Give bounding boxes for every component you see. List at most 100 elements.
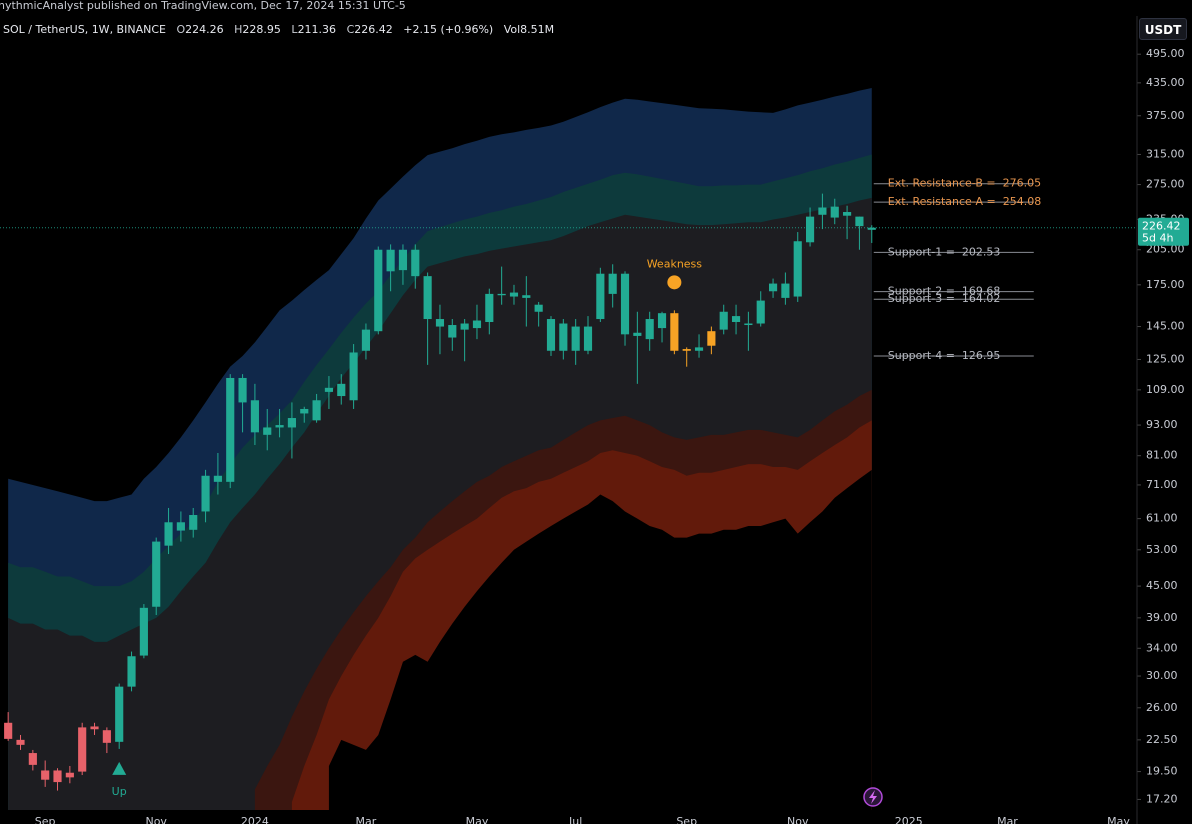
candle-body <box>300 408 309 414</box>
level-name: Support-2 = <box>888 285 955 298</box>
candle-body <box>250 400 259 433</box>
candle-body <box>781 283 790 298</box>
level-name: Ext. Resistance-B = <box>888 177 996 190</box>
signal-triangle <box>112 761 127 775</box>
candle-body <box>843 212 852 216</box>
y-tick-label: 275.00 <box>1146 178 1185 191</box>
candle-body <box>275 425 284 428</box>
candle-body <box>28 753 37 765</box>
y-tick-label: 34.00 <box>1146 641 1178 654</box>
level-name: Support-3 = <box>888 292 955 305</box>
signal-label: Weakness <box>647 257 703 270</box>
y-tick-label: 19.50 <box>1146 765 1178 778</box>
signal-label: Up <box>112 785 127 798</box>
bands-layer <box>8 88 872 810</box>
y-tick-label: 495.00 <box>1146 47 1185 60</box>
candle-body <box>423 276 432 320</box>
candle-body <box>485 293 494 323</box>
y-tick-label: 71.00 <box>1146 478 1178 491</box>
level-label: Ext. Resistance-B = 276.05 <box>888 177 1041 190</box>
level-label: Support-1 = 202.53 <box>888 245 1001 258</box>
y-tick-label: 26.00 <box>1146 701 1178 714</box>
icon <box>863 787 883 807</box>
level-name: Support-1 = <box>888 245 955 258</box>
y-tick-label: 109.00 <box>1146 383 1185 396</box>
price-tag <box>1138 217 1189 246</box>
y-tick-label: 22.50 <box>1146 733 1178 746</box>
y-tick-label: 315.00 <box>1146 147 1185 160</box>
candle-body <box>731 316 741 323</box>
candle-body <box>608 273 617 294</box>
candle-body <box>756 300 765 324</box>
candle-body <box>287 418 296 428</box>
candles-layer <box>4 193 876 791</box>
candle-body <box>53 770 62 783</box>
candle-body <box>768 283 778 292</box>
y-tick-label: 375.00 <box>1146 109 1185 122</box>
candle-body <box>694 347 704 351</box>
x-tick-label: Jul <box>568 815 582 824</box>
candle-body <box>855 216 864 227</box>
y-tick-label: 125.00 <box>1146 352 1185 365</box>
band-area <box>328 469 872 810</box>
x-tick-label: Mar <box>356 815 377 824</box>
candle-body <box>867 227 876 230</box>
candle-body <box>152 541 161 607</box>
x-tick-label: Nov <box>787 815 809 824</box>
candle-body <box>645 319 654 340</box>
candle-body <box>189 515 198 530</box>
candle-body <box>596 273 605 320</box>
candle-body <box>312 400 321 421</box>
overlay-layer: 495.00435.00375.00315.00275.00235.00205.… <box>0 47 1189 824</box>
candle-body <box>805 216 815 243</box>
y-tick-label: 39.00 <box>1146 611 1178 624</box>
candle-body <box>534 304 543 312</box>
candle-body <box>201 475 210 512</box>
ohlc-value: 228.95 <box>242 23 281 36</box>
candle-body <box>349 352 358 401</box>
unit-button[interactable]: USDT <box>1139 18 1187 40</box>
y-tick-label: 17.20 <box>1146 792 1178 805</box>
y-tick-label: 61.00 <box>1146 512 1178 525</box>
candle-body <box>16 739 25 745</box>
ohlc-value: 211.36 <box>297 23 337 36</box>
candle-body <box>127 656 136 687</box>
candle-body <box>238 377 247 403</box>
y-tick-label: 205.00 <box>1146 243 1185 256</box>
ohlc-letter: O <box>176 23 186 36</box>
level-label: Support-4 = 126.95 <box>888 349 1001 362</box>
candle-body <box>374 249 383 332</box>
symbol: SOL / TetherUS, 1W, BINANCE <box>3 23 166 36</box>
ohlc-value: 224.26 <box>185 23 224 36</box>
candle-body <box>472 320 482 329</box>
volume: Vol8.51M <box>503 23 555 36</box>
candle-body <box>670 313 679 351</box>
candle-body <box>633 332 642 336</box>
candle-body <box>386 249 395 272</box>
candle-body <box>4 722 13 739</box>
level-value: 126.95 <box>962 349 1001 362</box>
candle-body <box>398 249 408 271</box>
candle-body <box>818 207 827 215</box>
candle-body <box>522 295 531 298</box>
candle-body <box>571 326 580 351</box>
level-value: 169.68 <box>962 285 1001 298</box>
x-tick-label: May <box>466 815 489 824</box>
level-label: Ext. Resistance-A = 254.08 <box>888 195 1042 208</box>
candle-body <box>448 325 457 338</box>
candle-body <box>559 323 568 351</box>
level-name: Support-4 = <box>888 349 955 362</box>
y-tick-label: 435.00 <box>1146 76 1185 89</box>
candle-body <box>546 319 556 351</box>
candle-body <box>435 319 445 327</box>
candle-body <box>139 607 148 656</box>
candle-body <box>65 772 74 778</box>
candle-body <box>620 273 630 335</box>
candle-body <box>682 349 691 351</box>
ohlc-letter: C <box>346 23 355 36</box>
candle-body <box>41 770 50 780</box>
level-name: Ext. Resistance-A = <box>888 195 996 208</box>
candle-body <box>337 383 346 397</box>
